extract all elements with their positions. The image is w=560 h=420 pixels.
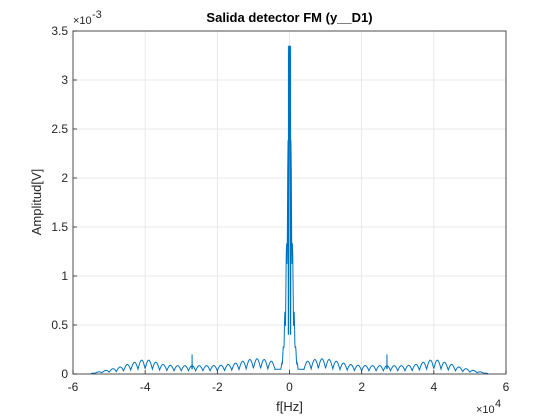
y-tick-label: 1 bbox=[61, 269, 68, 283]
x-tick-label: -6 bbox=[68, 380, 79, 394]
x-tick-label: 0 bbox=[286, 380, 293, 394]
series-line bbox=[90, 45, 489, 374]
y-axis-ticks: 0 0.5 1 1.5 2 2.5 3 3.5 bbox=[51, 24, 77, 381]
y-tick-label: 0.5 bbox=[51, 318, 68, 332]
y-tick-label: 3.5 bbox=[51, 24, 68, 38]
y-tick-label: 0 bbox=[61, 367, 68, 381]
x-exponent-base: ×10 bbox=[476, 404, 495, 416]
y-exponent-base: ×10 bbox=[73, 15, 92, 27]
x-tick-label: 6 bbox=[503, 380, 510, 394]
x-axis-label: f[Hz] bbox=[276, 399, 303, 414]
x-exponent-power: 4 bbox=[495, 398, 501, 410]
x-tick-label: 2 bbox=[358, 380, 365, 394]
x-tick-label: 4 bbox=[430, 380, 437, 394]
y-tick-label: 2 bbox=[61, 171, 68, 185]
y-axis-label: Amplitud[V] bbox=[29, 169, 44, 235]
y-exponent-power: -3 bbox=[92, 9, 102, 21]
chart-title: Salida detector FM (y__D1) bbox=[206, 10, 372, 25]
y-tick-label: 2.5 bbox=[51, 122, 68, 136]
x-exponent: ×10 4 bbox=[476, 398, 501, 416]
y-tick-label: 1.5 bbox=[51, 220, 68, 234]
x-axis-ticks: -6 -4 -2 0 2 4 6 bbox=[68, 370, 510, 394]
x-tick-label: -2 bbox=[212, 380, 223, 394]
y-tick-label: 3 bbox=[61, 73, 68, 87]
y-exponent: ×10 -3 bbox=[73, 9, 102, 27]
x-tick-label: -4 bbox=[140, 380, 151, 394]
